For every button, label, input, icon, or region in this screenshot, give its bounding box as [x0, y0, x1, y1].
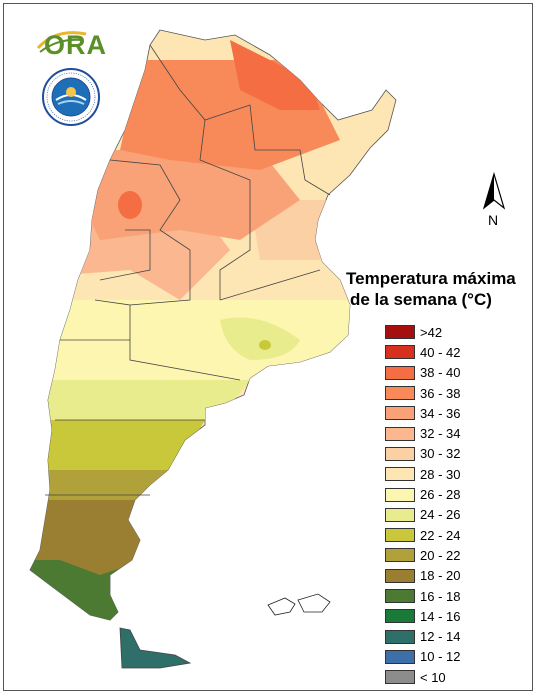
band-20-22 — [30, 470, 170, 500]
band-24-26 — [30, 380, 250, 420]
hotspot-cuyo — [118, 191, 142, 219]
legend-title-line2: de la semana (°C) — [350, 290, 492, 309]
legend-label: 20 - 22 — [420, 547, 461, 563]
legend-swatch — [385, 589, 415, 603]
legend-item: 16 - 18 — [385, 586, 538, 606]
legend-swatch — [385, 670, 415, 685]
legend-swatch — [385, 365, 415, 380]
legend-title-line1: Temperatura máxima — [346, 269, 516, 288]
legend-label: 10 - 12 — [420, 649, 461, 665]
spot-buenos-aires — [259, 340, 271, 350]
legend-item: 26 - 28 — [385, 484, 538, 504]
legend-label: 28 - 30 — [420, 466, 461, 482]
legend-swatch — [385, 507, 415, 522]
band-18-20 — [30, 500, 150, 575]
band-22-24 — [30, 420, 205, 470]
band-26-28 — [30, 300, 360, 380]
legend-label: < 10 — [420, 669, 446, 685]
legend-swatch — [385, 446, 415, 461]
legend-label: 36 - 38 — [420, 385, 461, 401]
legend-label: 12 - 14 — [420, 629, 461, 645]
ora-swoosh-icon — [36, 31, 87, 53]
legend-item: 20 - 22 — [385, 545, 538, 565]
legend-swatch — [385, 568, 415, 583]
legend-item: 10 - 12 — [385, 647, 538, 667]
legend-label: 16 - 18 — [420, 588, 461, 604]
legend-label: 38 - 40 — [420, 365, 461, 381]
legend-item: 36 - 38 — [385, 383, 538, 403]
legend-swatch — [385, 345, 415, 360]
legend-swatch — [385, 386, 415, 401]
legend-label: 40 - 42 — [420, 344, 461, 360]
legend-item: >42 — [385, 322, 538, 342]
band-38-40 — [230, 40, 320, 110]
legend-item: 34 - 36 — [385, 403, 538, 423]
legend-item: 40 - 42 — [385, 342, 538, 362]
legend-label: 34 - 36 — [420, 405, 461, 421]
legend-item: 28 - 30 — [385, 464, 538, 484]
legend-item: 12 - 14 — [385, 626, 538, 646]
north-label: N — [488, 212, 499, 228]
legend-swatch — [385, 406, 415, 421]
legend-list: >42 40 - 42 38 - 40 36 - 38 34 - 36 32 - 34 30… — [385, 322, 538, 687]
legend-swatch — [385, 325, 415, 340]
legend-label: 18 - 20 — [420, 568, 461, 584]
province-borders — [45, 44, 331, 496]
legend-swatch — [385, 548, 415, 563]
legend-label: 32 - 34 — [420, 426, 461, 442]
legend-item: 24 - 26 — [385, 505, 538, 525]
legend-item: 38 - 40 — [385, 363, 538, 383]
ora-logo-text: ORA — [44, 30, 107, 60]
legend-label: 24 - 26 — [420, 507, 461, 523]
legend-swatch — [385, 467, 415, 482]
ora-logo: ORA — [36, 26, 106, 60]
tierra-del-fuego — [119, 627, 192, 669]
legend-label: 14 - 16 — [420, 608, 461, 624]
legend-swatch — [385, 609, 415, 624]
band-16-18 — [30, 560, 396, 620]
band-24-26-east — [220, 317, 300, 360]
legend-swatch — [385, 649, 415, 664]
legend-label: 26 - 28 — [420, 487, 461, 503]
legend-item: 14 - 16 — [385, 606, 538, 626]
legend-swatch — [385, 528, 415, 543]
legend-swatch — [385, 629, 415, 644]
smn-seal — [42, 68, 100, 126]
legend-item: 32 - 34 — [385, 423, 538, 443]
legend-label: 30 - 32 — [420, 446, 461, 462]
legend-label: >42 — [420, 324, 443, 340]
legend-item: 30 - 32 — [385, 444, 538, 464]
legend-swatch — [385, 426, 415, 441]
legend-item: 22 - 24 — [385, 525, 538, 545]
malvinas-islands — [267, 593, 331, 616]
legend-item: < 10 — [385, 667, 538, 687]
legend-swatch — [385, 487, 415, 502]
north-arrow-icon — [482, 172, 506, 210]
smn-seal-icon — [42, 68, 100, 126]
legend-title: Temperatura máxima de la semana (°C) — [346, 268, 528, 310]
legend: Temperatura máxima de la semana (°C) >42… — [346, 268, 528, 687]
legend-label: 22 - 24 — [420, 527, 461, 543]
legend-item: 18 - 20 — [385, 566, 538, 586]
